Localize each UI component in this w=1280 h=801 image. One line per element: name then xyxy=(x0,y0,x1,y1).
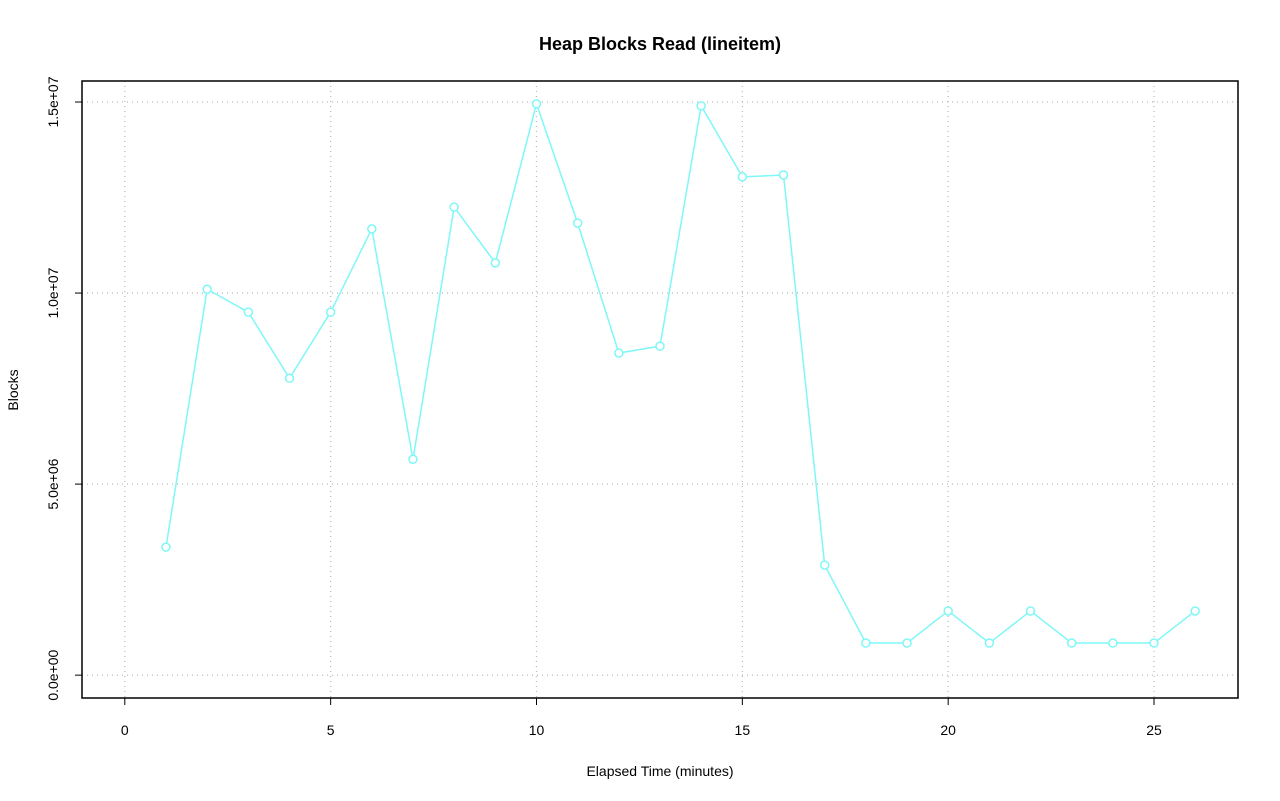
x-tick-label: 15 xyxy=(735,722,751,738)
data-point xyxy=(1149,638,1159,648)
data-point xyxy=(778,170,789,180)
data-point xyxy=(408,454,418,465)
data-point xyxy=(449,202,459,212)
plot-frame xyxy=(81,80,1239,699)
series-line xyxy=(165,101,1196,645)
x-tick-label: 0 xyxy=(121,722,129,738)
y-tick-label: 1.5e+07 xyxy=(45,76,61,127)
data-point xyxy=(655,341,665,351)
data-point xyxy=(284,373,295,384)
x-tick-label: 25 xyxy=(1146,722,1162,738)
data-point xyxy=(819,560,830,570)
x-tick-label: 5 xyxy=(327,722,335,738)
y-tick-label: 5.0e+06 xyxy=(45,458,61,509)
data-point xyxy=(614,348,624,358)
data-point xyxy=(737,172,748,182)
data-point xyxy=(861,638,871,648)
data-point xyxy=(531,99,542,109)
data-point xyxy=(243,307,254,317)
data-point xyxy=(1190,606,1200,616)
data-point xyxy=(325,307,336,317)
chart-title: Heap Blocks Read (lineitem) xyxy=(539,34,781,54)
data-point xyxy=(943,606,953,616)
y-tick-label: 0.0e+00 xyxy=(45,649,61,700)
data-point xyxy=(572,218,583,228)
data-point xyxy=(202,284,212,294)
data-point xyxy=(696,101,706,111)
data-point xyxy=(1066,638,1077,648)
data-point xyxy=(490,258,501,268)
data-point xyxy=(161,542,171,552)
data-point xyxy=(367,224,377,234)
x-axis-label: Elapsed Time (minutes) xyxy=(586,763,733,779)
data-point xyxy=(984,638,995,648)
x-tick-label: 20 xyxy=(940,722,956,738)
data-point xyxy=(1025,606,1036,616)
data-point xyxy=(902,638,912,648)
y-axis-label: Blocks xyxy=(5,369,21,410)
data-point xyxy=(1108,638,1118,648)
y-tick-label: 1.0e+07 xyxy=(45,267,61,318)
x-tick-label: 10 xyxy=(529,722,545,738)
